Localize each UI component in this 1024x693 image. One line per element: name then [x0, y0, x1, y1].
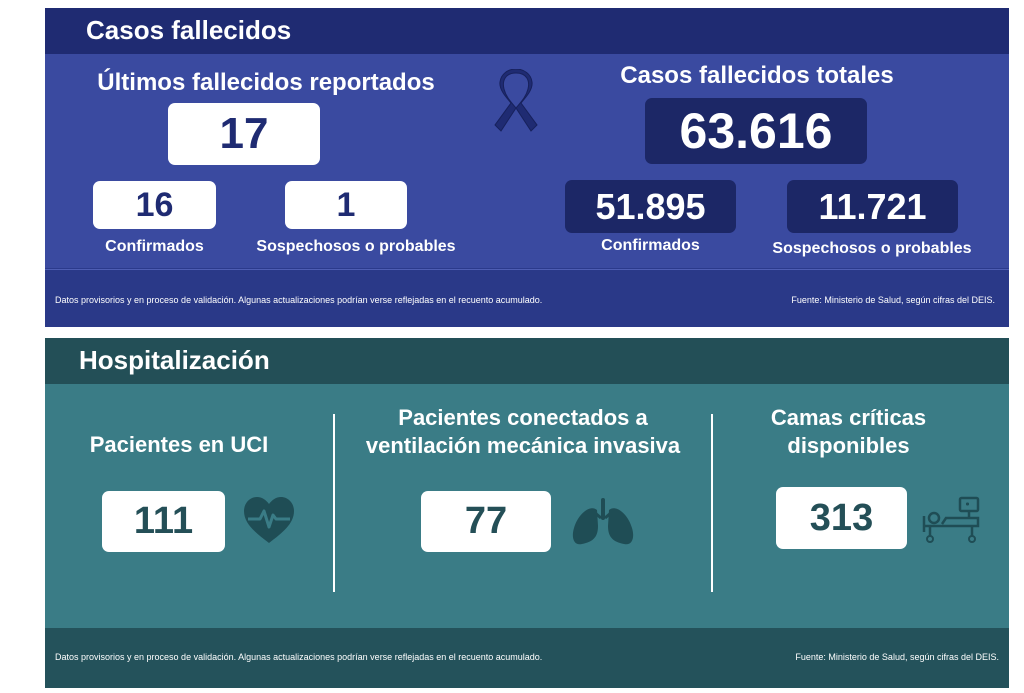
deaths-content: Últimos fallecidos reportados 17 16 Conf…: [45, 54, 1009, 268]
latest-deaths-total: 17: [168, 103, 320, 165]
deaths-title: Casos fallecidos: [86, 15, 292, 45]
total-confirmed-value: 51.895: [565, 180, 736, 233]
deaths-footer-note: Datos provisorios y en proceso de valida…: [55, 295, 543, 305]
ventilation-label-line1: Pacientes conectados a: [398, 405, 648, 430]
latest-deaths-heading: Últimos fallecidos reportados: [97, 69, 435, 96]
divider-2: [711, 414, 713, 592]
total-confirmed-label: Confirmados: [601, 237, 700, 254]
ventilation-value: 77: [421, 491, 551, 552]
uci-value: 111: [102, 491, 225, 552]
latest-confirmed-label: Confirmados: [105, 238, 204, 255]
uci-label: Pacientes en UCI: [89, 432, 269, 457]
latest-confirmed-value: 16: [93, 181, 216, 229]
hospitalization-title-bar: Hospitalización: [45, 338, 1009, 384]
total-suspected-value: 11.721: [787, 180, 958, 233]
hospital-bed-icon: [922, 496, 980, 543]
deaths-footer: Datos provisorios y en proceso de valida…: [45, 269, 1009, 327]
beds-value: 313: [776, 487, 907, 549]
total-deaths-value: 63.616: [645, 98, 867, 164]
hospitalization-content: Pacientes en UCI 111 Pacientes conectado…: [45, 384, 1009, 628]
deaths-source: Fuente: Ministerio de Salud, según cifra…: [791, 295, 995, 305]
beds-label: Camas críticas disponibles: [731, 404, 966, 460]
deaths-panel: Casos fallecidos Últimos fallecidos repo…: [45, 8, 1009, 327]
deaths-title-bar: Casos fallecidos: [45, 8, 1009, 54]
hospitalization-footer-note: Datos provisorios y en proceso de valida…: [55, 652, 543, 662]
beds-label-line1: Camas críticas: [770, 405, 927, 430]
hospitalization-title: Hospitalización: [79, 345, 270, 375]
hospitalization-source: Fuente: Ministerio de Salud, según cifra…: [795, 652, 999, 662]
mourning-ribbon-icon: [494, 69, 538, 132]
ventilation-label-line2: ventilación mecánica invasiva: [365, 433, 681, 458]
total-suspected-label: Sospechosos o probables: [772, 240, 972, 257]
ventilation-label: Pacientes conectados a ventilación mecán…: [351, 404, 695, 460]
total-deaths-heading: Casos fallecidos totales: [620, 62, 894, 89]
hospitalization-panel: Hospitalización Pacientes en UCI 111 Pac…: [45, 338, 1009, 688]
lungs-icon: [572, 498, 634, 545]
latest-suspected-label: Sospechosos o probables: [256, 238, 456, 255]
divider-1: [333, 414, 335, 592]
hospitalization-footer: Datos provisorios y en proceso de valida…: [45, 628, 1009, 688]
beds-label-line2: disponibles: [787, 433, 910, 458]
heart-pulse-icon: [244, 497, 294, 543]
latest-suspected-value: 1: [285, 181, 407, 229]
